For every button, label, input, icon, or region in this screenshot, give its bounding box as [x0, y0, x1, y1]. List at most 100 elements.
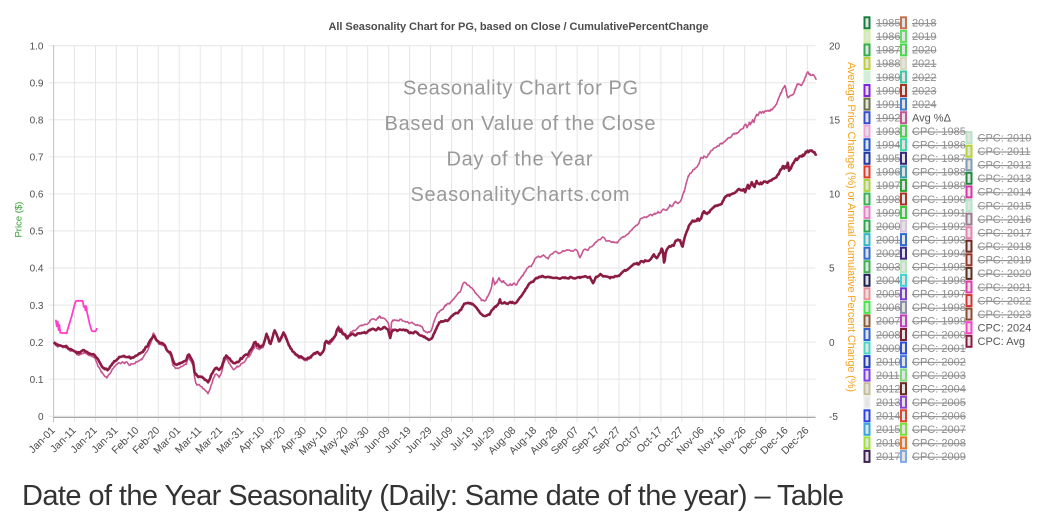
- svg-text:1995: 1995: [876, 153, 900, 165]
- svg-text:2008: 2008: [876, 329, 900, 341]
- svg-text:1994: 1994: [876, 140, 900, 152]
- svg-text:CPC: 1998: CPC: 1998: [912, 302, 966, 314]
- svg-text:2003: 2003: [876, 262, 900, 274]
- svg-text:0.2: 0.2: [30, 338, 44, 349]
- svg-text:CPC: 1993: CPC: 1993: [912, 234, 966, 246]
- svg-text:CPC: 2012: CPC: 2012: [978, 160, 1032, 172]
- svg-text:CPC: 2000: CPC: 2000: [912, 329, 966, 341]
- svg-text:2011: 2011: [876, 370, 900, 382]
- svg-text:CPC: 1985: CPC: 1985: [912, 126, 966, 138]
- svg-text:CPC: 2019: CPC: 2019: [978, 255, 1032, 267]
- svg-text:15: 15: [829, 116, 841, 127]
- svg-text:CPC: 2007: CPC: 2007: [912, 424, 966, 436]
- svg-text:CPC: 2009: CPC: 2009: [912, 451, 966, 463]
- svg-text:2020: 2020: [912, 45, 936, 57]
- svg-text:All Seasonality Chart for PG,: All Seasonality Chart for PG, based on C…: [329, 21, 709, 33]
- svg-text:CPC: 2014: CPC: 2014: [978, 187, 1032, 199]
- svg-text:0.5: 0.5: [30, 227, 44, 238]
- svg-text:CPC: 2003: CPC: 2003: [912, 370, 966, 382]
- svg-text:2002: 2002: [876, 248, 900, 260]
- svg-text:2001: 2001: [876, 234, 900, 246]
- svg-text:CPC: 1997: CPC: 1997: [912, 289, 966, 301]
- svg-text:SeasonalityCharts.com: SeasonalityCharts.com: [411, 184, 630, 206]
- svg-text:1993: 1993: [876, 126, 900, 138]
- svg-text:CPC: 2023: CPC: 2023: [978, 309, 1032, 321]
- svg-text:1992: 1992: [876, 113, 900, 125]
- svg-text:2009: 2009: [876, 343, 900, 355]
- svg-text:2004: 2004: [876, 275, 900, 287]
- svg-text:CPC: 1995: CPC: 1995: [912, 262, 966, 274]
- svg-text:CPC: 2015: CPC: 2015: [978, 200, 1032, 212]
- svg-text:CPC: Avg: CPC: Avg: [978, 336, 1026, 348]
- svg-text:Day of the Year: Day of the Year: [447, 148, 593, 170]
- svg-text:CPC: 2006: CPC: 2006: [912, 411, 966, 423]
- svg-text:0.9: 0.9: [30, 79, 44, 90]
- svg-text:CPC: 2022: CPC: 2022: [978, 295, 1032, 307]
- svg-text:CPC: 2008: CPC: 2008: [912, 438, 966, 450]
- svg-text:1999: 1999: [876, 207, 900, 219]
- svg-text:CPC: 1994: CPC: 1994: [912, 248, 966, 260]
- svg-text:CPC: 2017: CPC: 2017: [978, 228, 1032, 240]
- svg-text:CPC: 1987: CPC: 1987: [912, 153, 966, 165]
- svg-text:10: 10: [829, 190, 841, 201]
- svg-text:CPC: 2024: CPC: 2024: [978, 323, 1032, 335]
- svg-text:Date of the Year Seasonality (: Date of the Year Seasonality (Daily: Sam…: [22, 480, 844, 512]
- svg-text:Average Price Change (%) or An: Average Price Change (%) or Annual Cumul…: [845, 62, 857, 392]
- svg-text:2005: 2005: [876, 289, 900, 301]
- svg-text:CPC: 2002: CPC: 2002: [912, 356, 966, 368]
- svg-text:CPC: 1989: CPC: 1989: [912, 180, 966, 192]
- svg-text:2015: 2015: [876, 424, 900, 436]
- svg-text:Avg %Δ: Avg %Δ: [912, 113, 952, 125]
- svg-text:-5: -5: [829, 412, 838, 423]
- svg-text:0.4: 0.4: [30, 264, 44, 275]
- svg-text:1997: 1997: [876, 180, 900, 192]
- svg-text:2012: 2012: [876, 384, 900, 396]
- svg-text:CPC: 2021: CPC: 2021: [978, 282, 1032, 294]
- svg-text:5: 5: [829, 264, 835, 275]
- svg-text:1987: 1987: [876, 45, 900, 57]
- svg-text:CPC: 2016: CPC: 2016: [978, 214, 1032, 226]
- svg-text:1990: 1990: [876, 85, 900, 97]
- svg-text:20: 20: [829, 41, 841, 52]
- svg-text:1.0: 1.0: [30, 41, 44, 52]
- svg-text:CPC: 1990: CPC: 1990: [912, 194, 966, 206]
- svg-text:2017: 2017: [876, 451, 900, 463]
- svg-text:CPC: 2018: CPC: 2018: [978, 241, 1032, 253]
- svg-text:2018: 2018: [912, 18, 936, 30]
- svg-text:2007: 2007: [876, 316, 900, 328]
- svg-text:2010: 2010: [876, 356, 900, 368]
- svg-text:1998: 1998: [876, 194, 900, 206]
- svg-text:CPC: 2001: CPC: 2001: [912, 343, 966, 355]
- svg-text:CPC: 2013: CPC: 2013: [978, 173, 1032, 185]
- svg-text:2016: 2016: [876, 438, 900, 450]
- svg-text:CPC: 2020: CPC: 2020: [978, 268, 1032, 280]
- svg-text:2000: 2000: [876, 221, 900, 233]
- svg-text:0.8: 0.8: [30, 116, 44, 127]
- svg-text:CPC: 1999: CPC: 1999: [912, 316, 966, 328]
- svg-text:CPC: 2005: CPC: 2005: [912, 397, 966, 409]
- svg-text:2021: 2021: [912, 58, 936, 70]
- svg-text:1989: 1989: [876, 72, 900, 84]
- svg-text:0: 0: [38, 412, 44, 423]
- svg-text:Seasonality Chart for PG: Seasonality Chart for PG: [403, 78, 638, 100]
- svg-text:CPC: 1988: CPC: 1988: [912, 167, 966, 179]
- svg-text:CPC: 1992: CPC: 1992: [912, 221, 966, 233]
- svg-text:1988: 1988: [876, 58, 900, 70]
- svg-text:2006: 2006: [876, 302, 900, 314]
- svg-text:0.1: 0.1: [30, 375, 44, 386]
- svg-text:1986: 1986: [876, 31, 900, 43]
- svg-text:2019: 2019: [912, 31, 936, 43]
- svg-text:CPC: 2010: CPC: 2010: [978, 132, 1032, 144]
- svg-text:CPC: 1996: CPC: 1996: [912, 275, 966, 287]
- svg-text:CPC: 2004: CPC: 2004: [912, 384, 966, 396]
- svg-text:CPC: 1986: CPC: 1986: [912, 140, 966, 152]
- svg-text:Price ($): Price ($): [14, 202, 25, 238]
- svg-text:1985: 1985: [876, 18, 900, 30]
- svg-text:2014: 2014: [876, 411, 900, 423]
- svg-text:Based on Value of the Close: Based on Value of the Close: [385, 113, 656, 135]
- svg-text:1991: 1991: [876, 99, 900, 111]
- svg-text:0.7: 0.7: [30, 153, 44, 164]
- svg-text:2013: 2013: [876, 397, 900, 409]
- svg-text:0.3: 0.3: [30, 301, 44, 312]
- svg-text:1996: 1996: [876, 167, 900, 179]
